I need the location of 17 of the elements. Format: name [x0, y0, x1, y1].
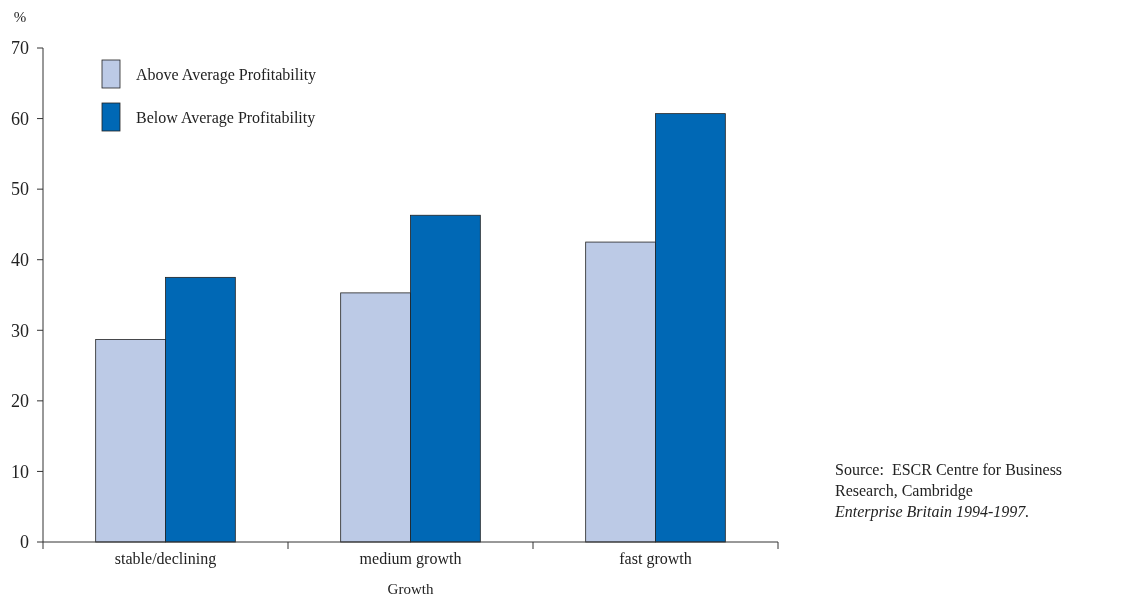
y-tick-label: 60 — [11, 108, 29, 129]
x-tick-label: medium growth — [359, 550, 462, 568]
x-tick-label: fast growth — [619, 550, 692, 568]
source-note: Source: ESCR Centre for Business Research, Cambridge — [835, 461, 1063, 500]
x-axis-title: Growth — [387, 581, 434, 597]
y-tick-label: 50 — [11, 179, 29, 200]
y-tick-label: 30 — [11, 320, 29, 341]
y-tick-label: 10 — [11, 461, 29, 482]
y-axis-title: % — [13, 9, 27, 25]
y-tick-label: 40 — [11, 250, 29, 271]
y-tick-label: 20 — [11, 391, 29, 412]
x-tick-label: stable/declining — [114, 550, 217, 568]
legend-label: Below Average Profitability — [136, 109, 316, 127]
text: Enterprise Britain 1994-1997. — [834, 503, 1030, 521]
y-tick-label: 0 — [20, 532, 29, 553]
y-tick-label: 70 — [11, 38, 29, 59]
legend-label: Above Average Profitability — [136, 66, 317, 84]
